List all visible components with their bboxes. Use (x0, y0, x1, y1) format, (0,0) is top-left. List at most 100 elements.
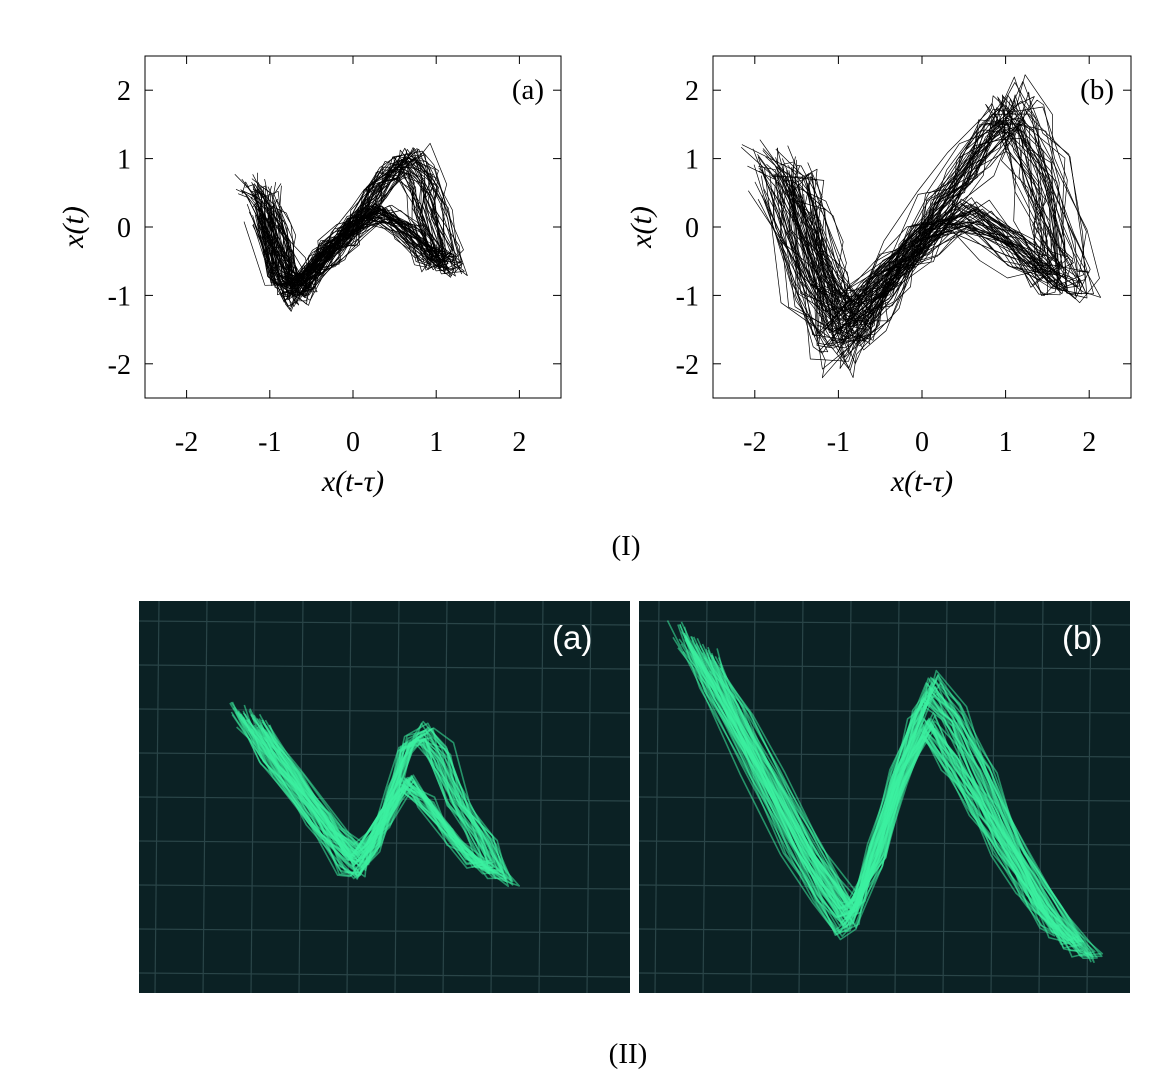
trajectory-loop (267, 160, 429, 288)
scope-trace (229, 701, 520, 888)
trajectory-loop (804, 112, 1057, 326)
scope-grid-line (139, 664, 630, 670)
scope-grid-line (139, 840, 630, 846)
trajectory-loop (252, 147, 445, 306)
trajectory-loop (782, 117, 1082, 331)
trajectory-loop (272, 158, 444, 283)
trajectory-loop (254, 164, 449, 300)
trajectory-loop (253, 166, 440, 297)
trajectory-loop (782, 109, 1043, 330)
scope-grid-line (586, 601, 592, 993)
x-tick-label: -1 (258, 427, 281, 458)
trajectory-loop (261, 173, 441, 289)
trajectory-loop (264, 157, 462, 294)
trajectory-loop (763, 107, 1085, 371)
attractor-trajectory (740, 74, 1102, 379)
x-axis-label: x(t-τ) (321, 465, 384, 498)
trajectory-loop (252, 148, 446, 302)
trajectory-loop (258, 177, 434, 290)
photo-label-a: (a) (552, 619, 593, 656)
y-tick-label: 2 (117, 76, 131, 107)
trajectory-loop (241, 153, 449, 296)
scope-grid-line (639, 884, 1130, 890)
trajectory-loop (775, 102, 1061, 344)
trajectory-loop (260, 172, 434, 286)
scope-grid-line (139, 928, 630, 934)
x-tick-label: 1 (429, 427, 443, 458)
scope-grid-line (139, 620, 630, 626)
trajectory-loop (269, 178, 441, 291)
trajectory-loop (788, 131, 1043, 336)
trajectory-loop (783, 119, 1054, 345)
trajectory-loop (254, 157, 462, 296)
trajectory-loop (777, 107, 1063, 343)
trajectory-loop (253, 168, 440, 288)
trajectory-loop (779, 113, 1094, 342)
trajectory-loop (790, 129, 1060, 347)
scope-trace-loop (261, 721, 492, 870)
x-tick-label: 0 (915, 427, 929, 458)
trajectory-loop (252, 156, 468, 297)
scope-grid-line (639, 972, 1130, 978)
x-tick-label: 2 (512, 427, 526, 458)
trajectory-loop (257, 157, 449, 293)
y-tick-label: -1 (108, 281, 131, 312)
trajectory-loop (794, 129, 1061, 325)
trajectory-loop (776, 119, 1058, 355)
trajectory-loop (757, 94, 1048, 342)
scope-grid-line (139, 884, 630, 890)
scope-trace-loop (245, 714, 505, 878)
y-tick-label: -1 (676, 281, 699, 312)
trajectory-loop (270, 168, 431, 292)
oscilloscope-photo-b: (b) (639, 601, 1130, 993)
trajectory-loop (234, 150, 461, 312)
scope-grid-line (139, 708, 630, 714)
trajectory-loop (241, 156, 450, 301)
trajectory-loop (241, 154, 463, 302)
trajectory-loop (740, 74, 1090, 378)
trajectory-loop (787, 124, 1051, 327)
trajectory-loop (251, 151, 463, 305)
x-axis-label: x(t-τ) (890, 465, 953, 498)
trajectory-loop (810, 138, 1047, 326)
trajectory-loop (248, 142, 463, 307)
plot-b-group: -2 -1 0 1 2 -2 -1 0 1 2 x(t-τ) x(t) (b) (625, 55, 1132, 498)
trajectory-loop (255, 161, 441, 301)
trajectory-loop (770, 103, 1059, 325)
trajectory-loop (256, 168, 441, 292)
trajectory-loop (762, 102, 1074, 343)
scope-grid-line (1038, 601, 1044, 993)
scope-trace (666, 620, 1104, 963)
trajectory-loop (771, 98, 1061, 341)
oscilloscope-photo-a: (a) (139, 601, 630, 993)
trajectory-loop (758, 99, 1087, 358)
trajectory-loop (790, 118, 1070, 338)
scope-grid-line (639, 620, 1130, 626)
x-tick-label: -2 (743, 427, 766, 458)
trajectory-loop (798, 105, 1061, 322)
trajectory-loop (790, 123, 1052, 330)
scope-trace-loop (685, 637, 1081, 945)
oscilloscope-trace-b (639, 601, 1130, 993)
trajectory-loop (265, 159, 441, 293)
trajectory-loop (774, 126, 1074, 335)
trajectory-loop (252, 148, 456, 294)
y-tick-label: 0 (685, 213, 699, 244)
trajectory-loop (273, 170, 444, 287)
trajectory-loop (237, 152, 453, 308)
scope-trace-loop (260, 729, 484, 869)
plot-a-group: -2 -1 0 1 2 -2 -1 0 1 2 x(t-τ) x(t) (a) (57, 55, 562, 498)
trajectory-loop (251, 147, 456, 298)
x-tick-label: 0 (346, 427, 360, 458)
trajectory-loop (759, 96, 1088, 349)
y-tick-label: 1 (685, 145, 699, 176)
trajectory-loop (782, 91, 1069, 351)
scope-grid-line (490, 601, 496, 993)
scope-grid-line (538, 601, 544, 993)
trajectory-loop (757, 94, 1061, 353)
trajectory-loop (261, 148, 455, 299)
y-tick-label: 2 (685, 76, 699, 107)
trajectory-loop (793, 129, 1054, 340)
trajectory-loop (752, 82, 1087, 369)
trajectory-loop (754, 96, 1066, 349)
